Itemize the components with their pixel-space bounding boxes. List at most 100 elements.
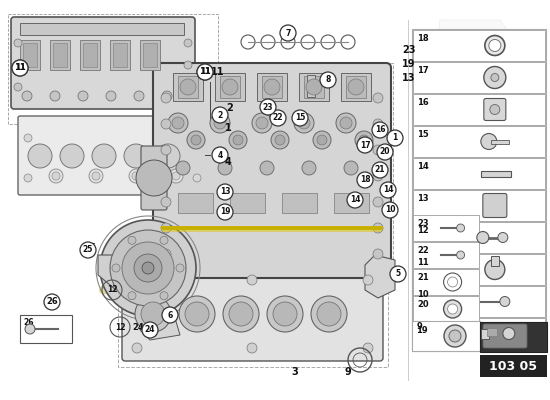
Circle shape <box>306 79 322 95</box>
Bar <box>480 322 547 352</box>
Bar <box>412 321 480 351</box>
Circle shape <box>128 236 136 244</box>
Text: 9: 9 <box>417 322 423 331</box>
Circle shape <box>503 328 515 340</box>
Polygon shape <box>98 255 128 290</box>
Circle shape <box>363 343 373 353</box>
Bar <box>178 76 198 98</box>
Polygon shape <box>365 255 395 298</box>
Text: 2: 2 <box>217 110 223 120</box>
Circle shape <box>229 131 247 149</box>
Bar <box>173 73 203 101</box>
Bar <box>413 296 479 322</box>
Circle shape <box>80 242 96 258</box>
Circle shape <box>256 117 268 129</box>
Circle shape <box>373 223 383 233</box>
Text: 12: 12 <box>115 322 125 332</box>
Text: 13: 13 <box>402 73 415 83</box>
Circle shape <box>212 147 228 163</box>
Text: 26: 26 <box>23 318 34 327</box>
Bar <box>481 328 489 338</box>
Circle shape <box>267 296 303 332</box>
Circle shape <box>260 99 276 115</box>
Text: 20: 20 <box>417 300 428 309</box>
Circle shape <box>252 113 272 133</box>
Circle shape <box>100 220 196 316</box>
Bar <box>481 170 511 176</box>
Text: 19: 19 <box>416 326 428 335</box>
Bar <box>307 75 315 97</box>
Circle shape <box>92 144 116 168</box>
Circle shape <box>449 330 461 342</box>
Polygon shape <box>140 318 180 340</box>
Circle shape <box>317 135 327 145</box>
Circle shape <box>357 137 373 153</box>
Circle shape <box>387 130 403 146</box>
Circle shape <box>134 254 162 282</box>
Bar <box>53 43 67 67</box>
Circle shape <box>217 204 233 220</box>
Circle shape <box>60 144 84 168</box>
Circle shape <box>372 122 388 138</box>
Circle shape <box>132 343 142 353</box>
Circle shape <box>373 249 383 259</box>
Bar <box>413 62 545 93</box>
Bar <box>299 73 329 101</box>
Circle shape <box>477 232 489 244</box>
Text: 24: 24 <box>145 326 155 334</box>
Circle shape <box>380 182 396 198</box>
Circle shape <box>112 264 120 272</box>
Circle shape <box>271 131 289 149</box>
Bar <box>140 40 160 70</box>
Circle shape <box>273 302 297 326</box>
Bar <box>413 269 479 295</box>
Text: 18: 18 <box>417 34 428 43</box>
Circle shape <box>340 117 352 129</box>
Circle shape <box>28 144 52 168</box>
Circle shape <box>142 262 154 274</box>
Circle shape <box>344 161 358 175</box>
Text: 23: 23 <box>263 102 273 112</box>
Circle shape <box>14 83 22 91</box>
Bar <box>413 126 545 157</box>
Circle shape <box>24 134 32 142</box>
Circle shape <box>485 260 505 280</box>
Bar <box>413 286 545 317</box>
Text: 17: 17 <box>360 140 370 150</box>
Bar <box>257 73 287 101</box>
Circle shape <box>214 117 226 129</box>
Text: 25: 25 <box>83 246 93 254</box>
Circle shape <box>223 296 259 332</box>
Bar <box>413 94 545 125</box>
Circle shape <box>456 224 465 232</box>
Circle shape <box>12 60 28 76</box>
Bar <box>83 43 97 67</box>
Text: 11: 11 <box>200 68 210 76</box>
Circle shape <box>275 135 285 145</box>
Circle shape <box>264 79 280 95</box>
Text: 19: 19 <box>402 59 415 69</box>
Bar <box>215 73 245 101</box>
Bar <box>413 215 479 241</box>
Bar <box>118 262 388 367</box>
Bar <box>282 193 317 213</box>
Bar <box>412 29 546 351</box>
Circle shape <box>491 74 499 82</box>
Circle shape <box>185 302 209 326</box>
Circle shape <box>132 172 140 180</box>
Circle shape <box>355 131 373 149</box>
Circle shape <box>14 61 22 69</box>
Bar <box>113 43 127 67</box>
Circle shape <box>132 275 142 285</box>
Circle shape <box>197 64 213 80</box>
Bar <box>412 214 480 324</box>
Text: 15: 15 <box>417 130 429 139</box>
Text: 18: 18 <box>360 176 370 184</box>
Text: 2: 2 <box>214 110 221 120</box>
Bar <box>491 256 499 266</box>
Circle shape <box>184 83 192 91</box>
Text: 26: 26 <box>46 298 58 306</box>
Circle shape <box>134 91 144 101</box>
FancyBboxPatch shape <box>11 17 195 109</box>
Circle shape <box>448 304 458 314</box>
